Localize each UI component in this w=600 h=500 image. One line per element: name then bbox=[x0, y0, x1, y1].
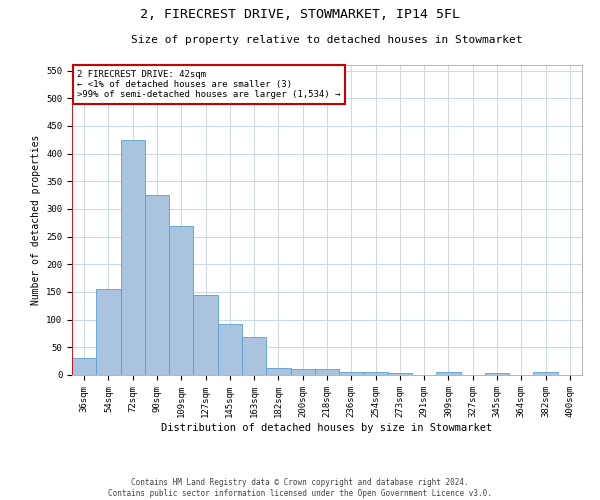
Bar bbox=[121, 140, 145, 375]
Y-axis label: Number of detached properties: Number of detached properties bbox=[31, 135, 41, 305]
Bar bbox=[388, 374, 412, 375]
Bar bbox=[96, 289, 121, 375]
Bar bbox=[315, 370, 339, 375]
Bar bbox=[339, 372, 364, 375]
Text: 2 FIRECREST DRIVE: 42sqm
← <1% of detached houses are smaller (3)
>99% of semi-d: 2 FIRECREST DRIVE: 42sqm ← <1% of detach… bbox=[77, 70, 340, 100]
Bar bbox=[193, 294, 218, 375]
Bar bbox=[290, 370, 315, 375]
X-axis label: Distribution of detached houses by size in Stowmarket: Distribution of detached houses by size … bbox=[161, 422, 493, 432]
Text: 2, FIRECREST DRIVE, STOWMARKET, IP14 5FL: 2, FIRECREST DRIVE, STOWMARKET, IP14 5FL bbox=[140, 8, 460, 20]
Title: Size of property relative to detached houses in Stowmarket: Size of property relative to detached ho… bbox=[131, 35, 523, 45]
Bar bbox=[218, 324, 242, 375]
Text: Contains HM Land Registry data © Crown copyright and database right 2024.
Contai: Contains HM Land Registry data © Crown c… bbox=[108, 478, 492, 498]
Bar bbox=[169, 226, 193, 375]
Bar bbox=[364, 372, 388, 375]
Bar bbox=[242, 338, 266, 375]
Bar bbox=[72, 358, 96, 375]
Bar bbox=[436, 372, 461, 375]
Bar bbox=[485, 374, 509, 375]
Bar bbox=[533, 372, 558, 375]
Bar bbox=[145, 195, 169, 375]
Bar bbox=[266, 368, 290, 375]
